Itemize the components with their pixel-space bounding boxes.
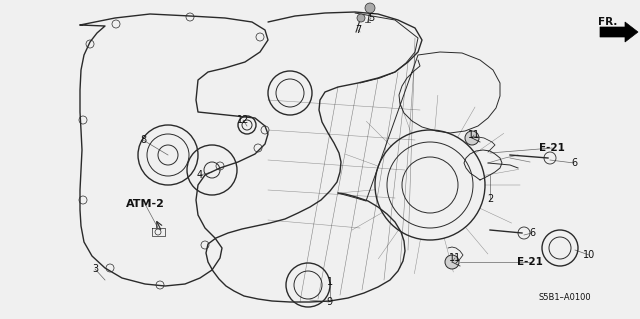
Text: FR.: FR. [598,17,618,27]
Text: 6: 6 [571,158,577,168]
Circle shape [465,131,479,145]
Circle shape [365,3,375,13]
Text: 10: 10 [583,250,595,260]
Text: E-21: E-21 [517,257,543,267]
Text: 1: 1 [327,277,333,287]
Text: 11: 11 [449,253,461,263]
Text: 5: 5 [368,13,374,23]
Text: 9: 9 [326,297,332,307]
Text: 4: 4 [197,170,203,180]
Text: 7: 7 [355,25,361,35]
Circle shape [357,14,365,22]
Text: 2: 2 [487,194,493,204]
Text: S5B1–A0100: S5B1–A0100 [539,293,591,302]
Text: 12: 12 [237,115,249,125]
Text: ATM-2: ATM-2 [125,199,164,209]
Text: E-21: E-21 [539,143,565,153]
Polygon shape [600,22,638,42]
Text: 11: 11 [468,130,480,140]
Text: 8: 8 [140,135,146,145]
Text: 6: 6 [529,228,535,238]
Text: 3: 3 [92,264,98,274]
Circle shape [445,255,459,269]
